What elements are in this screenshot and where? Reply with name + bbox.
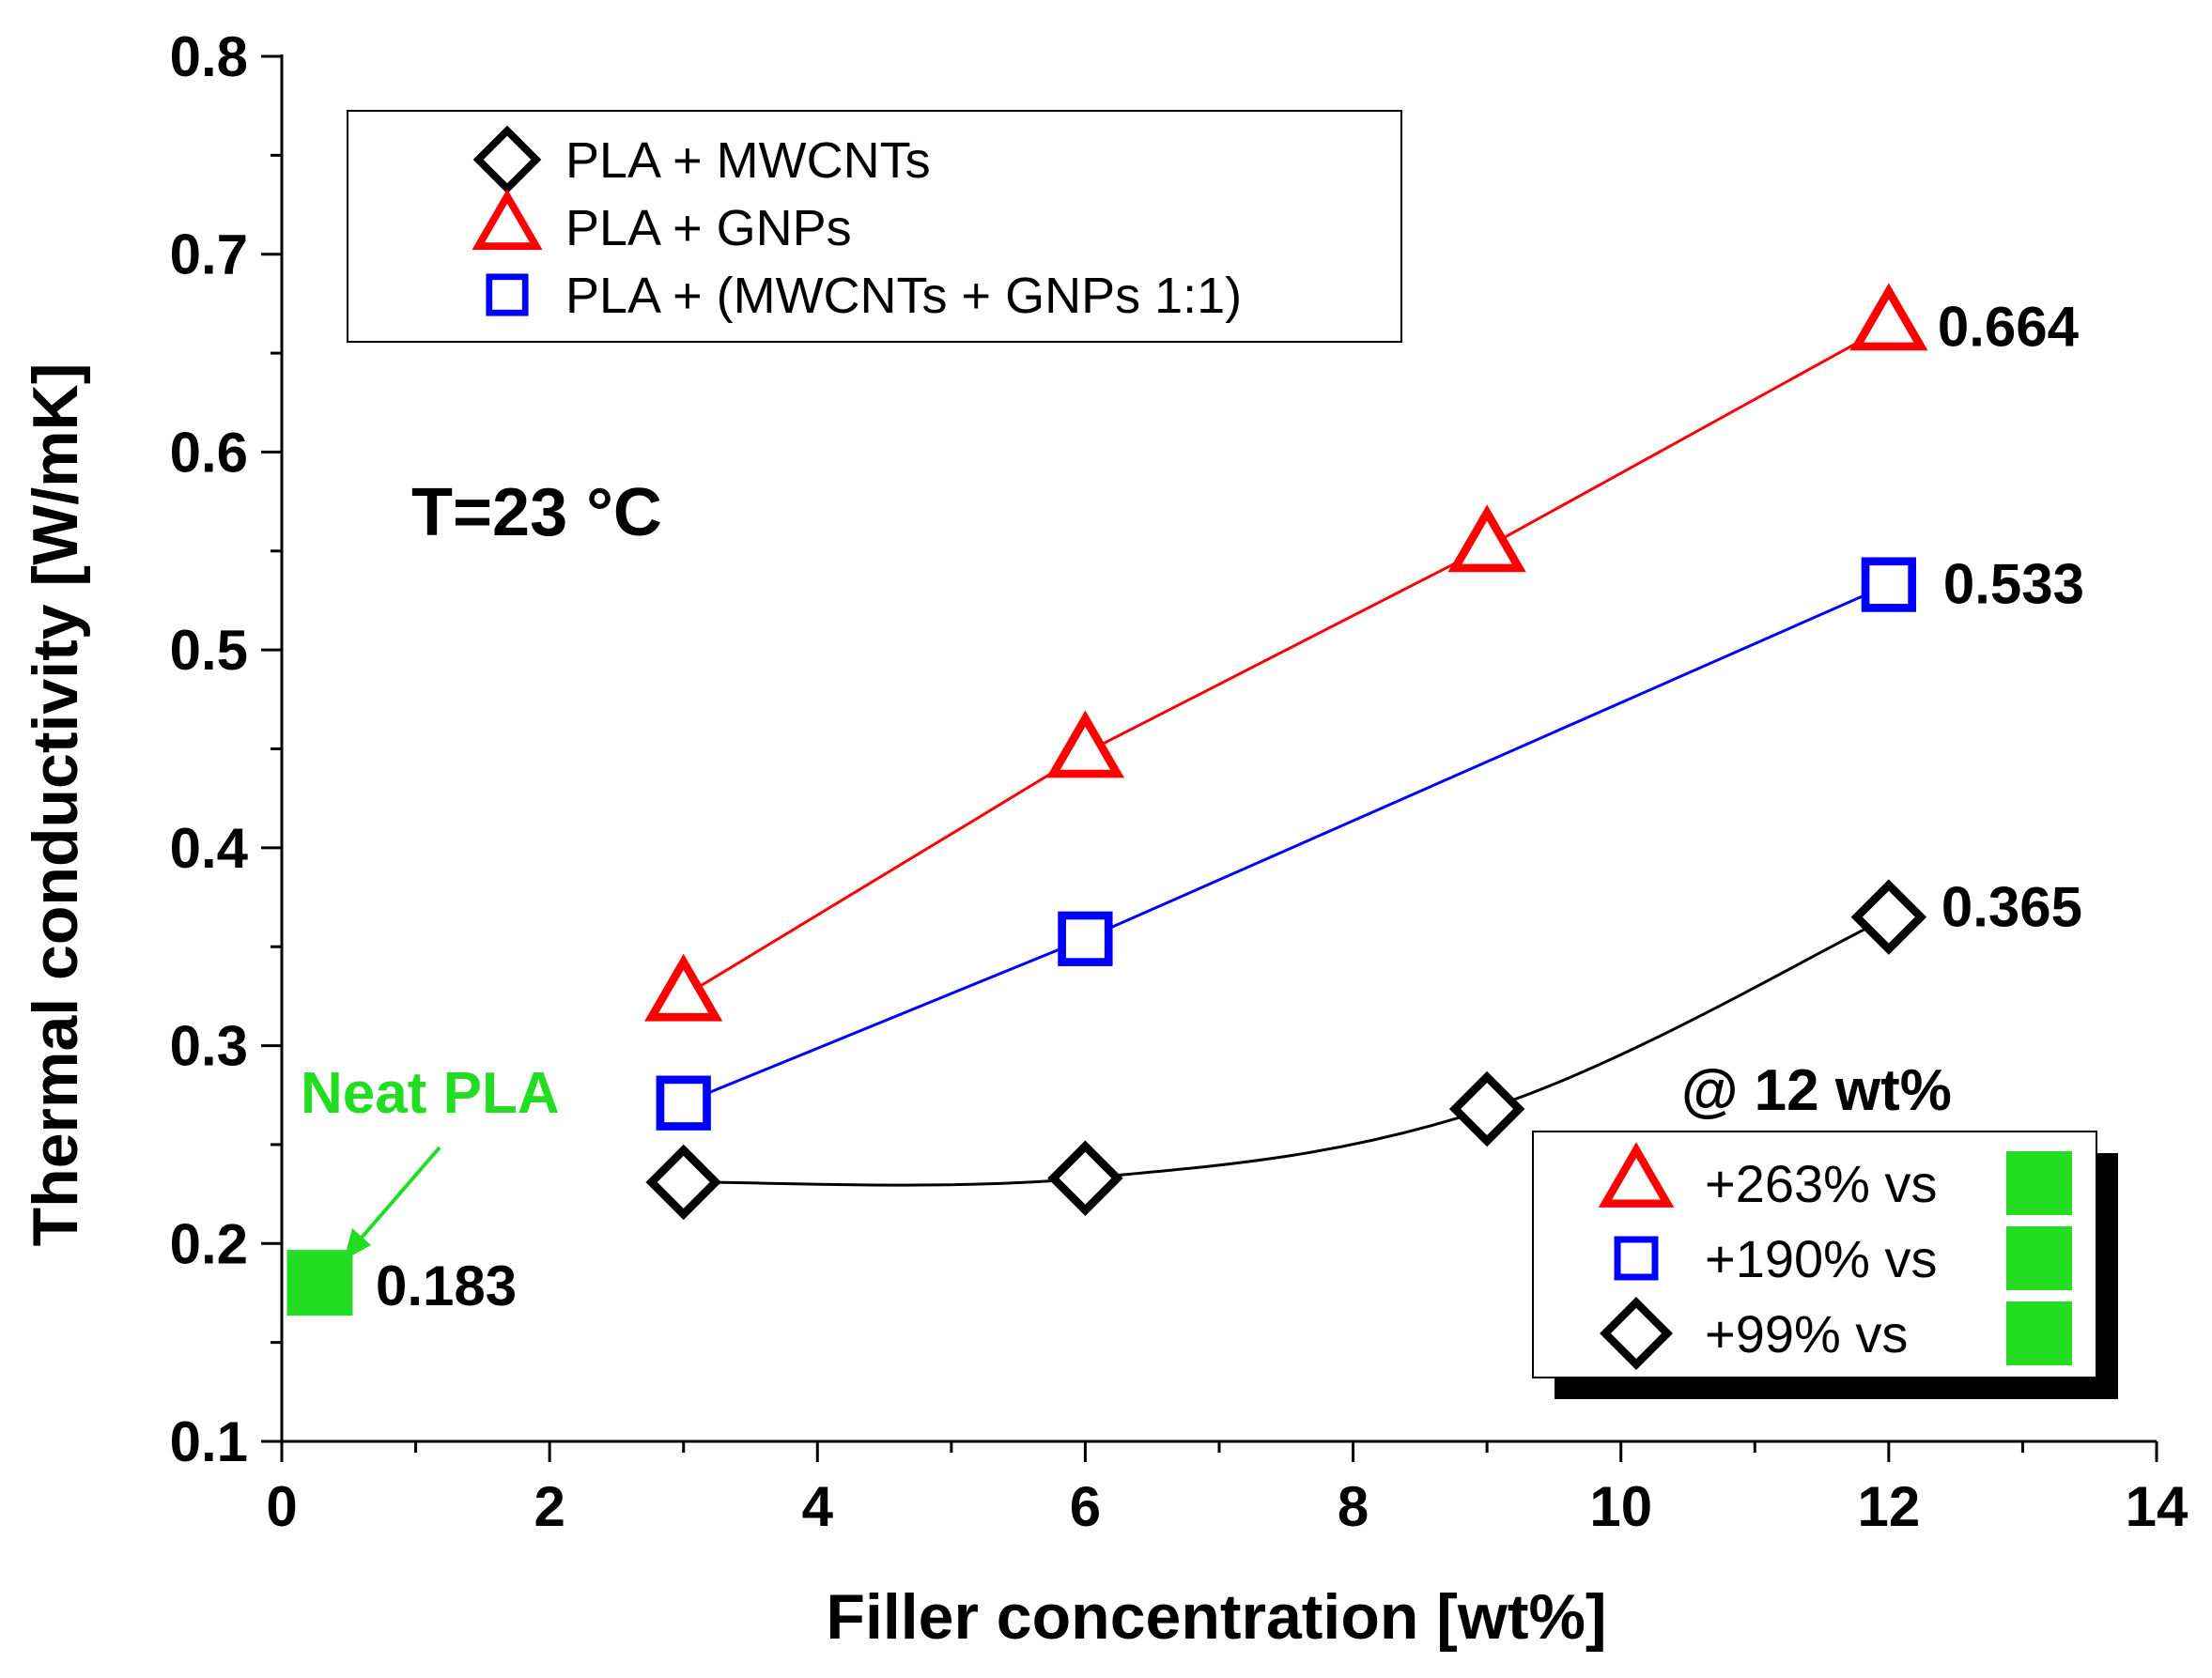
- data-point-triangle: [1447, 504, 1526, 573]
- y-tick-label: 0.4: [170, 817, 249, 880]
- legend-label: PLA + GNPs: [565, 200, 852, 256]
- x-tick-label: 14: [2126, 1475, 2189, 1538]
- inset-marker-diamond: [1600, 1297, 1673, 1370]
- end-labels: 0.365 0.664 0.533: [1938, 296, 2084, 939]
- data-point-triangle: [644, 953, 723, 1022]
- y-axis-title: Thermal conductivity [W/mK]: [20, 363, 91, 1247]
- data-point-square: [1861, 557, 1916, 612]
- y-tick-label: 0.5: [170, 619, 248, 682]
- neat-pla-group: Neat PLA 0.183: [301, 1061, 560, 1317]
- inset-label: +190% vs: [1705, 1229, 1938, 1288]
- y-tick-label: 0.3: [170, 1015, 248, 1078]
- data-point-square: [1058, 911, 1113, 966]
- data-point-diamond: [645, 1144, 721, 1221]
- series-layer: [286, 283, 1928, 1316]
- neat-pla-point: [286, 1250, 353, 1316]
- y-tick-label: 0.7: [170, 223, 248, 286]
- x-axis-title: Filler concentration [wt%]: [826, 1581, 1606, 1653]
- neat-pla-label: Neat PLA: [301, 1061, 560, 1126]
- end-value-label: 0.664: [1938, 296, 2080, 359]
- temperature-annotation: T=23 °C: [411, 475, 662, 550]
- data-point-square: [656, 1075, 711, 1131]
- inset-marker-triangle: [1598, 1142, 1675, 1208]
- y-tick-label: 0.2: [170, 1212, 248, 1275]
- data-point-diamond: [1850, 879, 1927, 955]
- legend-label: PLA + (MWCNTs + GNPs 1:1): [565, 268, 1242, 324]
- y-tick-label: 0.8: [170, 25, 248, 88]
- inset-marker-square: [1614, 1236, 1659, 1281]
- x-tick-label: 6: [1070, 1475, 1101, 1538]
- inset-rows: +263% vs +190% vs +99% vs: [1598, 1142, 2072, 1370]
- inset-neat-pla-swatch: [2006, 1226, 2072, 1290]
- data-point-diamond: [1448, 1070, 1525, 1147]
- inset-neat-pla-swatch: [2006, 1301, 2072, 1365]
- data-point-triangle: [1849, 283, 1928, 351]
- y-tick-label: 0.6: [170, 421, 248, 484]
- legend-label: PLA + MWCNTs: [565, 132, 931, 189]
- end-value-label: 0.533: [1943, 553, 2084, 616]
- x-tick-label: 0: [266, 1475, 297, 1538]
- legend-marker-triangle: [472, 189, 543, 251]
- neat-pla-value-label: 0.183: [376, 1255, 517, 1317]
- data-point-triangle: [1045, 710, 1125, 778]
- end-value-label: 0.365: [1941, 876, 2082, 939]
- legend-marker-square: [486, 273, 529, 316]
- ticks: 0 2 4 6 8 10 12 14 0.1 0.2 0.3 0.4 0.5 0.6 0.7 0.8: [170, 25, 2189, 1538]
- inset-box: +263% vs +190% vs +99% vs: [1532, 1131, 2118, 1399]
- x-tick-label: 2: [534, 1475, 565, 1538]
- neat-pla-arrow-line: [360, 1146, 441, 1239]
- x-tick-label: 8: [1338, 1475, 1369, 1538]
- legend-marker-diamond: [472, 125, 542, 194]
- neat-pla-arrow-head: [344, 1228, 371, 1260]
- data-point-diamond: [1047, 1140, 1123, 1216]
- y-tick-label: 0.1: [170, 1410, 248, 1473]
- inset-neat-pla-swatch: [2006, 1151, 2072, 1215]
- x-tick-label: 10: [1589, 1475, 1652, 1538]
- inset-label: +99% vs: [1705, 1304, 1908, 1363]
- legend: PLA + MWCNTs PLA + GNPs PLA + (MWCNTs + GN…: [347, 110, 1402, 343]
- x-tick-label: 4: [802, 1475, 834, 1538]
- series-line-square: [683, 583, 1890, 1105]
- legend-items: PLA + MWCNTs PLA + GNPs PLA + (MWCNTs + GN…: [472, 125, 1242, 324]
- at-12wt-annotation: @ 12 wt%: [1681, 1058, 1952, 1123]
- x-tick-label: 12: [1857, 1475, 1920, 1538]
- series-line-triangle: [682, 324, 1890, 998]
- series-line-diamond: [683, 916, 1890, 1187]
- inset-label: +263% vs: [1705, 1154, 1938, 1213]
